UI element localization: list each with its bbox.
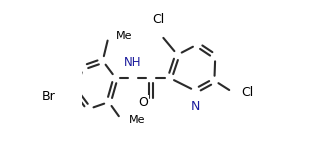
Text: Me: Me (128, 115, 145, 125)
Text: NH: NH (124, 56, 141, 68)
Text: N: N (191, 100, 200, 113)
Text: O: O (138, 96, 148, 109)
Text: Cl: Cl (241, 86, 253, 99)
Text: Me: Me (116, 31, 132, 41)
Text: Cl: Cl (153, 13, 165, 27)
Text: Br: Br (42, 90, 55, 103)
